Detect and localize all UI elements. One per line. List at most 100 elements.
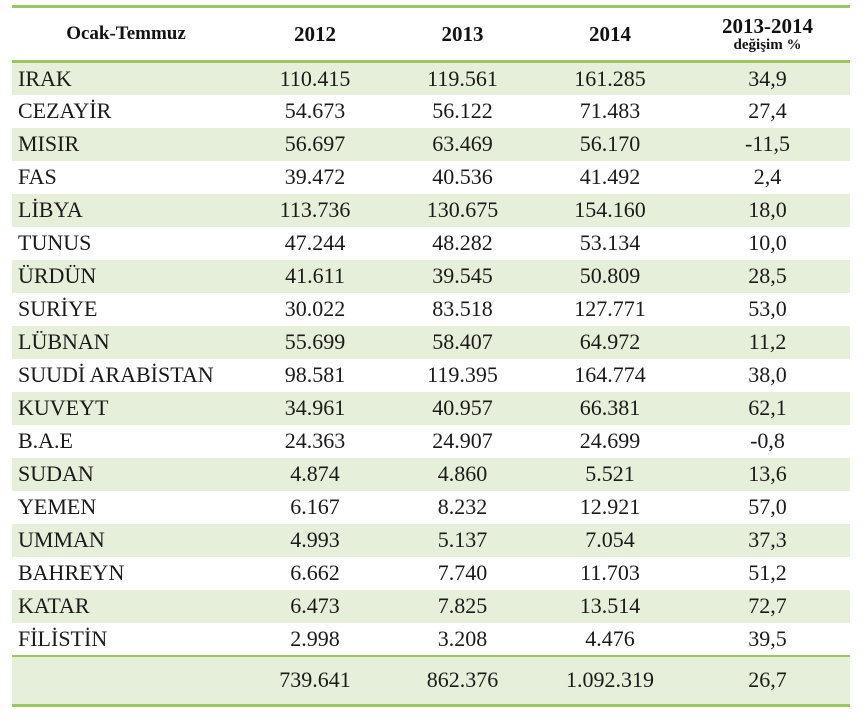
cell-2012: 54.673: [284, 98, 346, 123]
table-row: BAHREYN 6.662 7.740 11.703 51,2: [12, 557, 850, 590]
header-row: Ocak-Temmuz 2012 2013 2014 2013-2014 değ…: [12, 6, 850, 62]
cell-2013: 39.545: [432, 263, 493, 288]
data-table-container: Ocak-Temmuz 2012 2013 2014 2013-2014 değ…: [12, 5, 850, 707]
header-change: 2013-2014 değişim %: [685, 7, 850, 62]
cell-country: MISIR: [18, 131, 80, 156]
cell-2014: 11.703: [580, 560, 640, 585]
cell-change: 62,1: [748, 395, 787, 420]
table-body: IRAK 110.415 119.561 161.285 34,9 CEZAYİR 54.6…: [12, 61, 850, 656]
cell-2012: 4.993: [290, 527, 340, 552]
table-row: ÜRDÜN 41.611 39.545 50.809 28,5: [12, 259, 850, 293]
cell-country: CEZAYİR: [18, 98, 112, 123]
cell-2012: 55.699: [284, 329, 346, 354]
cell-2012: 6.473: [290, 593, 340, 618]
table-row: B.A.E 24.363 24.907 24.699 -0,8: [12, 425, 850, 458]
table-row: YEMEN 6.167 8.232 12.921 57,0: [12, 491, 850, 524]
cell-2013: 63.469: [432, 131, 493, 156]
cell-country: FİLİSTİN: [18, 625, 108, 651]
cell-2014: 13.514: [579, 593, 641, 618]
cell-change: 51,2: [748, 560, 787, 585]
cell-2012: 110.415: [279, 65, 351, 91]
cell-2013: 24.907: [432, 428, 493, 453]
cell-change: 39,5: [748, 625, 787, 651]
cell-change: 13,6: [748, 461, 787, 486]
cell-2013: 7.740: [437, 560, 488, 585]
table-row: SUDAN 4.874 4.860 5.521 13,6: [12, 457, 850, 491]
header-change-main: 2013-2014: [722, 13, 813, 38]
total-row: 739.641 862.376 1.092.319 26,7: [12, 655, 850, 706]
cell-country: B.A.E: [18, 428, 73, 453]
cell-2012: 30.022: [284, 296, 346, 321]
cell-2013: 48.282: [432, 230, 493, 255]
table-row: UMMAN 4.993 5.137 7.054 37,3: [12, 523, 850, 557]
table-row: MISIR 56.697 63.469 56.170 -11,5: [12, 127, 850, 161]
cell-2012: 113.736: [279, 197, 351, 222]
cell-country: SUUDİ ARABİSTAN: [18, 362, 214, 387]
cell-2013: 40.536: [432, 164, 493, 189]
cell-country: LÜBNAN: [18, 329, 110, 354]
cell-2013: 40.957: [432, 395, 493, 420]
cell-2013: 8.232: [437, 494, 488, 519]
cell-2012: 34.961: [284, 395, 346, 420]
cell-country: ÜRDÜN: [18, 263, 97, 288]
header-2014: 2014: [589, 21, 631, 46]
cell-2014: 50.809: [579, 263, 641, 288]
cell-country: IRAK: [18, 65, 72, 91]
cell-2013: 3.208: [437, 625, 488, 651]
cell-change: 37,3: [748, 527, 787, 552]
total-change: 26,7: [748, 667, 787, 693]
total-2014: 1.092.319: [566, 667, 654, 693]
cell-country: KATAR: [18, 593, 90, 618]
cell-country: UMMAN: [18, 527, 105, 552]
cell-2012: 41.611: [285, 263, 345, 288]
cell-country: KUVEYT: [18, 395, 109, 420]
cell-2014: 127.771: [574, 296, 646, 321]
table-row: KUVEYT 34.961 40.957 66.381 62,1: [12, 391, 850, 425]
cell-2014: 5.521: [585, 461, 635, 486]
table-row: KATAR 6.473 7.825 13.514 72,7: [12, 589, 850, 623]
cell-2012: 98.581: [284, 362, 346, 387]
cell-change: -0,8: [750, 428, 785, 453]
cell-change: 11,2: [748, 329, 787, 354]
cell-2012: 6.167: [290, 494, 340, 519]
cell-2012: 56.697: [284, 131, 346, 156]
cell-change: 10,0: [748, 230, 787, 255]
cell-change: 2,4: [753, 164, 782, 189]
cell-2012: 47.244: [284, 230, 346, 255]
table-row: FAS 39.472 40.536 41.492 2,4: [12, 161, 850, 194]
cell-change: 18,0: [748, 197, 787, 222]
data-table: Ocak-Temmuz 2012 2013 2014 2013-2014 değ…: [12, 5, 850, 707]
cell-2013: 58.407: [432, 329, 493, 354]
cell-2013: 5.137: [437, 527, 488, 552]
cell-change: 27,4: [748, 98, 787, 123]
cell-2014: 56.170: [579, 131, 641, 156]
cell-2014: 12.921: [579, 494, 641, 519]
cell-2014: 64.972: [579, 329, 641, 354]
cell-2014: 71.483: [579, 98, 641, 123]
cell-2013: 83.518: [432, 296, 493, 321]
table-row: LİBYA 113.736 130.675 154.160 18,0: [12, 193, 850, 227]
cell-country: FAS: [18, 164, 57, 189]
header-change-sub: değişim %: [733, 36, 802, 53]
cell-2012: 39.472: [284, 164, 346, 189]
cell-change: -11,5: [744, 131, 790, 156]
total-2012: 739.641: [279, 667, 351, 693]
cell-2014: 4.476: [585, 625, 635, 651]
total-label: [12, 656, 240, 706]
cell-2014: 164.774: [574, 362, 646, 387]
cell-2013: 119.395: [427, 362, 498, 387]
cell-2012: 4.874: [290, 461, 340, 486]
cell-change: 57,0: [748, 494, 787, 519]
cell-2014: 41.492: [579, 164, 641, 189]
cell-country: SUDAN: [18, 461, 94, 486]
cell-change: 38,0: [748, 362, 787, 387]
cell-2013: 4.860: [437, 461, 488, 486]
header-period: Ocak-Temmuz: [66, 23, 186, 44]
cell-2013: 119.561: [427, 65, 498, 91]
cell-change: 28,5: [748, 263, 787, 288]
header-2012: 2012: [294, 21, 336, 46]
cell-2014: 66.381: [579, 395, 641, 420]
table-row: LÜBNAN 55.699 58.407 64.972 11,2: [12, 325, 850, 359]
table-row: IRAK 110.415 119.561 161.285 34,9: [12, 61, 850, 95]
cell-change: 72,7: [748, 593, 787, 618]
